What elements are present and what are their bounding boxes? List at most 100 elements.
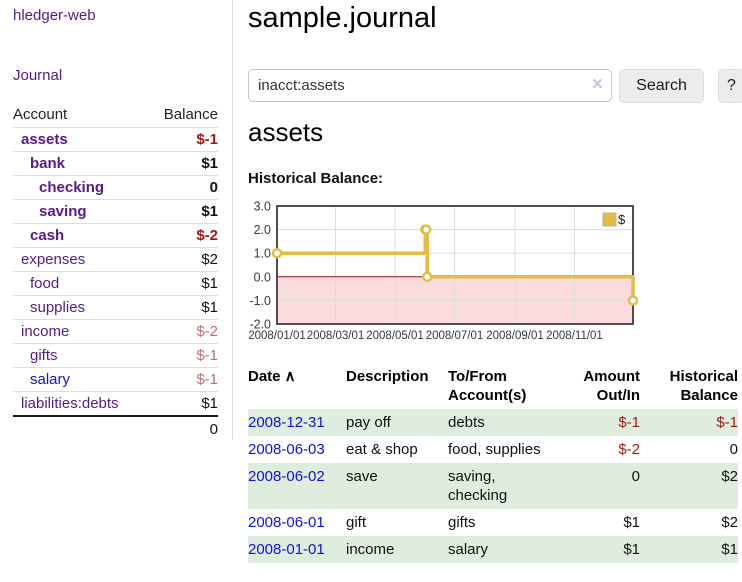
transaction-date-link[interactable]: 2008-06-03 — [248, 441, 325, 458]
transaction-balance: $-1 — [716, 414, 738, 431]
chart-title: Historical Balance: — [248, 170, 384, 187]
transaction-date-link[interactable]: 2008-06-02 — [248, 468, 325, 485]
sidebar: hledger-web Journal Account Balance asse… — [0, 0, 233, 441]
account-balance: $2 — [148, 247, 218, 272]
y-axis-tick-label: 2.0 — [254, 223, 271, 237]
account-name-cell: expenses — [13, 247, 149, 272]
transaction-date-link[interactable]: 2008-12-31 — [248, 414, 325, 431]
account-balance: $-1 — [148, 127, 218, 152]
account-row: supplies $1 — [13, 295, 218, 320]
transactions-header-date[interactable]: Date ∧ — [248, 368, 296, 385]
sidebar-account-link[interactable]: assets — [21, 131, 68, 148]
sidebar-account-link[interactable]: supplies — [30, 299, 86, 316]
transaction-amount: $1 — [623, 541, 640, 558]
transaction-date-cell: 2008-06-01 — [248, 509, 346, 536]
transaction-accounts: saving, checking — [448, 468, 508, 504]
x-axis-tick-label: 2008/03/01 — [307, 330, 365, 342]
x-axis-tick-label: 2008/11/01 — [546, 330, 603, 342]
sidebar-account-link[interactable]: liabilities:debts — [21, 395, 119, 412]
x-axis-tick-label: 2008/05/01 — [366, 330, 424, 342]
transaction-amount: 0 — [631, 468, 640, 485]
transaction-description: eat & shop — [346, 441, 418, 458]
help-button[interactable]: ? — [718, 69, 742, 103]
transaction-balance: $2 — [721, 514, 738, 531]
accounts-total-row: 0 — [13, 415, 218, 441]
account-row: income $-2 — [13, 319, 218, 344]
data-point-marker[interactable] — [271, 247, 283, 259]
search-button[interactable]: Search — [619, 69, 704, 103]
account-name-cell: gifts — [13, 343, 149, 368]
transaction-row: 2008-12-31 pay off debts $-1 $-1 — [248, 409, 738, 436]
sidebar-account-link[interactable]: food — [30, 275, 60, 292]
account-balance: $1 — [148, 271, 218, 296]
transaction-row: 2008-06-02 save saving, checking 0 $2 — [248, 463, 738, 509]
page-title: sample.journal — [248, 2, 437, 34]
clear-search-icon[interactable]: × — [591, 74, 603, 95]
account-row: gifts $-1 — [13, 343, 218, 368]
account-balance: $-1 — [148, 343, 218, 368]
data-point-marker[interactable] — [421, 271, 433, 283]
sidebar-account-link[interactable]: expenses — [21, 251, 86, 268]
x-axis-tick-label: 2008/07/01 — [426, 330, 484, 342]
accounts-header-account: Account — [13, 102, 149, 128]
main-content: sample.journal × Search ? assets Histori… — [248, 0, 742, 582]
search-input[interactable] — [248, 69, 612, 102]
account-balance: $-2 — [148, 223, 218, 248]
transaction-accounts: food, supplies — [448, 441, 541, 458]
account-name-cell: income — [13, 319, 149, 344]
transaction-amount: $-2 — [618, 441, 640, 458]
account-name-cell: checking — [13, 175, 149, 200]
search-input-wrap: × — [248, 69, 612, 102]
accounts-table: Account Balance assets $-1 bank $1 checking 0… — [13, 102, 218, 441]
transaction-balance: $2 — [721, 468, 738, 485]
account-heading: assets — [248, 117, 324, 147]
data-point-marker[interactable] — [420, 224, 432, 235]
transaction-row: 2008-06-03 eat & shop food, supplies $-2 0 — [248, 436, 738, 463]
account-balance: $1 — [148, 295, 218, 320]
sidebar-account-link[interactable]: salary — [30, 371, 71, 388]
transaction-date-cell: 2008-01-01 — [248, 536, 346, 563]
account-name-cell: bank — [13, 151, 149, 176]
transaction-accounts: debts — [448, 414, 485, 431]
transaction-accounts: salary — [448, 541, 489, 558]
transaction-date-link[interactable]: 2008-06-01 — [248, 514, 325, 531]
transaction-date-cell: 2008-12-31 — [248, 409, 346, 436]
transaction-description: income — [346, 541, 395, 558]
account-balance: $1 — [148, 391, 218, 417]
transaction-balance: 0 — [729, 441, 738, 458]
account-row: food $1 — [13, 271, 218, 296]
account-balance: $1 — [148, 199, 218, 224]
transactions-header-description: Description — [346, 368, 429, 385]
transactions-table: Date ∧ Description To/From Account(s) Amoun… — [248, 363, 738, 563]
account-balance: 0 — [148, 175, 218, 200]
sidebar-account-link[interactable]: cash — [30, 227, 65, 244]
sidebar-account-link[interactable]: bank — [30, 155, 66, 172]
account-row: cash $-2 — [13, 223, 218, 248]
transaction-row: 2008-06-01 gift gifts $1 $2 — [248, 509, 738, 536]
sidebar-account-link[interactable]: gifts — [30, 347, 58, 364]
x-axis-tick-label: 2008/01/01 — [248, 330, 306, 342]
transaction-description: save — [346, 468, 378, 485]
sidebar-item-journal[interactable]: Journal — [13, 67, 63, 84]
sidebar-account-link[interactable]: checking — [39, 179, 105, 196]
accounts-header-row: Account Balance — [13, 102, 218, 128]
account-name-cell: salary — [13, 367, 149, 392]
y-axis-tick-label: 1.0 — [254, 247, 271, 261]
transaction-date-cell: 2008-06-03 — [248, 436, 346, 463]
transaction-row: 2008-01-01 income salary $1 $1 — [248, 536, 738, 563]
sidebar-account-link[interactable]: income — [21, 323, 70, 340]
accounts-total-spacer — [13, 415, 149, 441]
account-name-cell: food — [13, 271, 149, 296]
data-point-marker[interactable] — [627, 295, 639, 306]
accounts-total-balance: 0 — [148, 415, 218, 441]
plot-border — [276, 205, 634, 325]
transaction-date-link[interactable]: 2008-01-01 — [248, 541, 325, 558]
transaction-amount: $1 — [623, 514, 640, 531]
transaction-balance: $1 — [721, 541, 738, 558]
app-brand-link[interactable]: hledger-web — [13, 7, 96, 24]
transactions-header-row: Date ∧ Description To/From Account(s) Amoun… — [248, 363, 738, 409]
account-balance: $-1 — [148, 367, 218, 392]
sidebar-account-link[interactable]: saving — [39, 203, 87, 220]
accounts-header-balance: Balance — [148, 102, 218, 128]
legend-swatch — [602, 212, 617, 227]
